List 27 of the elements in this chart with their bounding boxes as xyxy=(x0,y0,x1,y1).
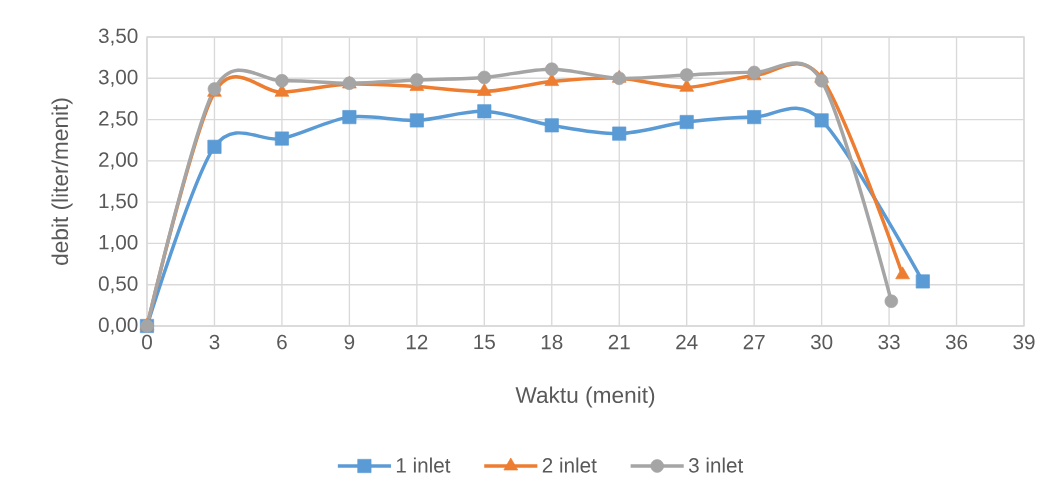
y-tick-label: 0,50 xyxy=(98,276,138,294)
x-tick-label: 24 xyxy=(676,334,698,350)
x-axis-title: Waktu (menit) xyxy=(515,386,655,408)
x-tick-label: 15 xyxy=(474,334,495,350)
legend-label: 3 inlet xyxy=(688,457,744,473)
legend-label: 2 inlet xyxy=(542,457,597,473)
x-tick-label: 6 xyxy=(277,334,287,350)
legend-label: 1 inlet xyxy=(396,457,451,473)
x-tick-label: 27 xyxy=(743,334,765,350)
y-tick-label: 2,00 xyxy=(99,152,138,170)
x-tick-label: 39 xyxy=(1013,334,1035,350)
x-tick-label: 0 xyxy=(142,334,152,350)
y-tick-label: 3,00 xyxy=(98,69,138,87)
y-tick-label: 1,00 xyxy=(99,234,138,252)
x-tick-label: 21 xyxy=(608,334,630,350)
x-tick-label: 30 xyxy=(810,334,833,350)
x-tick-label: 36 xyxy=(945,334,968,350)
x-tick-label: 18 xyxy=(541,334,563,350)
y-axis-title: debit (liter/menit) xyxy=(51,98,73,265)
y-tick-label: 2,50 xyxy=(99,111,138,129)
x-tick-label: 12 xyxy=(406,334,428,350)
x-tick-label: 9 xyxy=(344,334,355,350)
y-tick-label: 0,00 xyxy=(98,317,138,335)
y-tick-label: 3,50 xyxy=(98,28,138,46)
x-tick-label: 3 xyxy=(209,334,220,350)
y-tick-label: 1,50 xyxy=(99,193,138,211)
x-tick-label: 33 xyxy=(878,334,900,350)
